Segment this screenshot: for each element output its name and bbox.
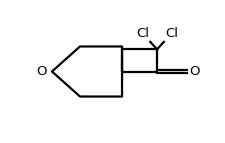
Text: O: O [189,65,199,78]
Text: Cl: Cl [135,27,148,40]
Text: Cl: Cl [164,27,177,40]
Text: O: O [36,65,47,78]
